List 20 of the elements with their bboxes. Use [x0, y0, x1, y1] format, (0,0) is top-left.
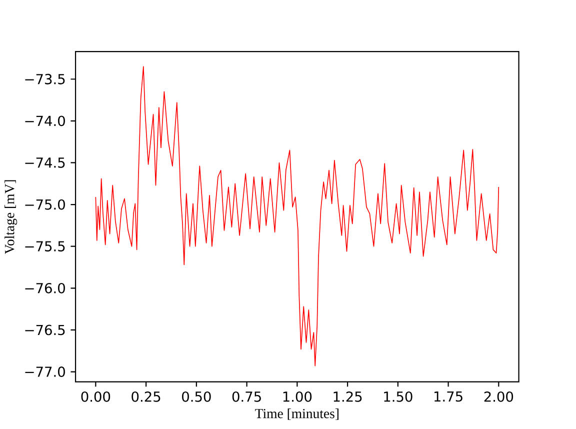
x-tick-label: 1.50 [384, 391, 412, 402]
y-tick-label: −76.0 [25, 282, 65, 294]
y-axis-title: Voltage [mV] [4, 180, 18, 254]
x-tick-label: 1.25 [334, 391, 362, 402]
x-axis-title: Time [minutes] [255, 408, 338, 420]
y-tick-label: −77.0 [25, 366, 65, 377]
y-tick-label: −76.5 [25, 324, 65, 336]
x-tick-label: 2.00 [484, 391, 514, 402]
y-tick-label: −75.5 [25, 241, 65, 252]
x-tick-label: 1.75 [434, 391, 462, 402]
y-tick-label: −74.5 [25, 158, 65, 168]
x-tick-label: 0.75 [232, 391, 261, 402]
y-tick-label: −75.0 [25, 199, 65, 210]
x-tick-label: 0.50 [182, 391, 211, 402]
y-tick-label: −73.5 [25, 74, 65, 84]
line-series [95, 66, 500, 366]
x-tick-label: 0.25 [132, 391, 160, 402]
x-tick-label: 0.00 [81, 391, 110, 402]
x-tick-label: 1.00 [283, 391, 312, 402]
y-tick-label: −74.0 [25, 116, 65, 126]
